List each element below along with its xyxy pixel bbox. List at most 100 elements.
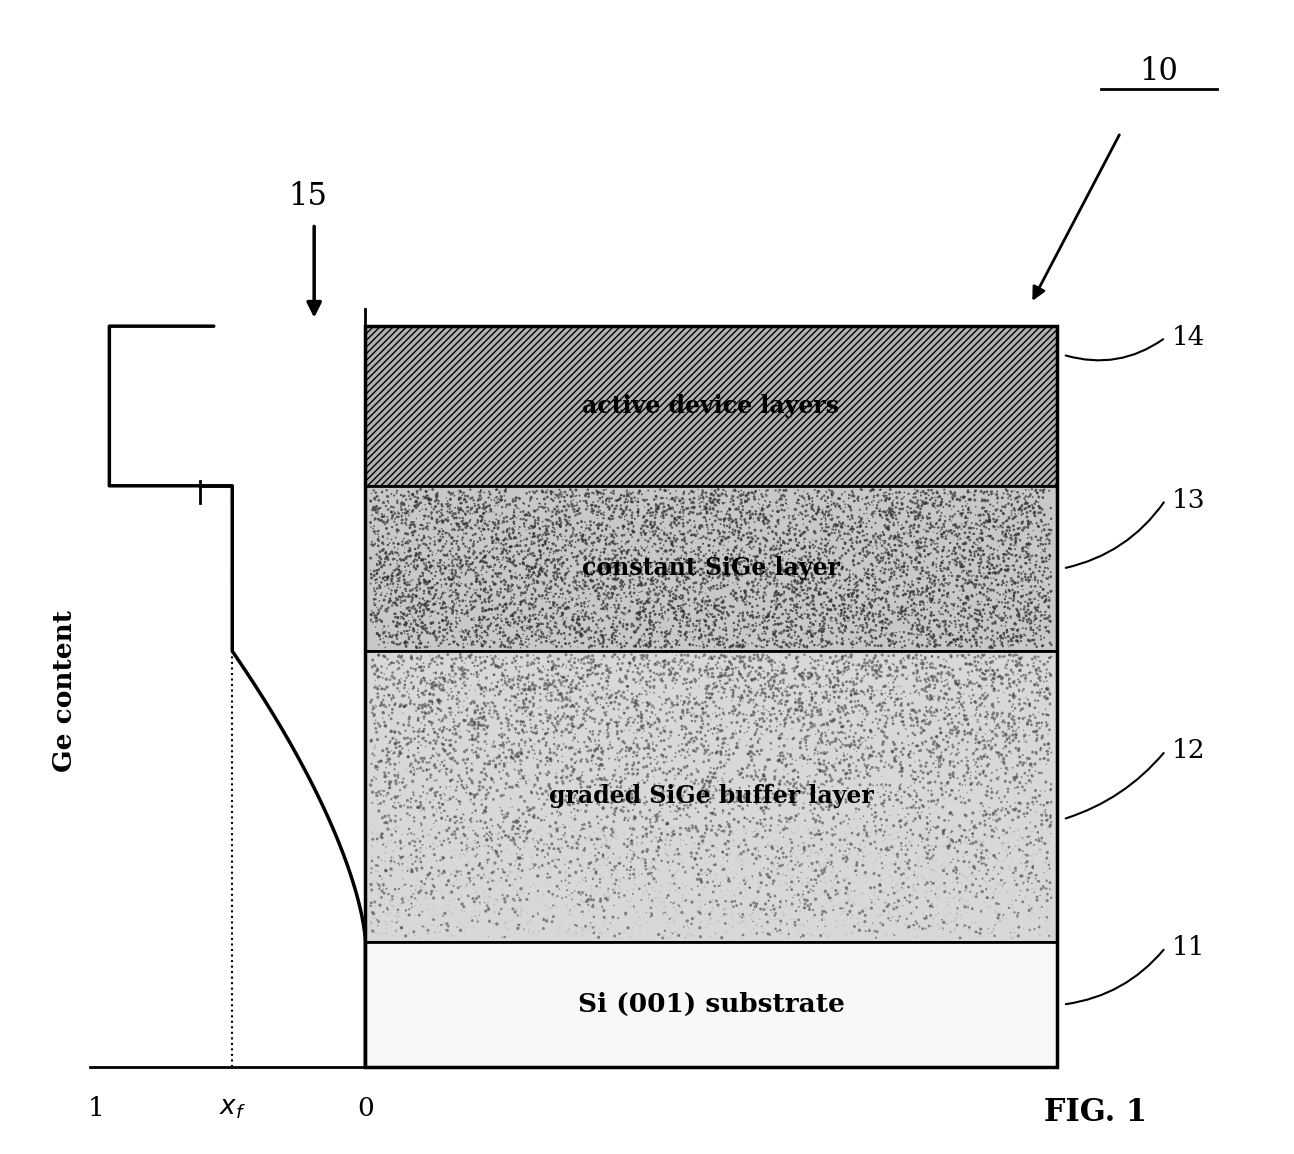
Point <box>550 550 571 569</box>
Point <box>387 787 408 805</box>
Point <box>912 820 933 839</box>
Point <box>365 534 386 553</box>
Point <box>964 867 985 885</box>
Point <box>1021 712 1042 730</box>
Point <box>404 613 424 631</box>
Point <box>770 824 791 842</box>
Point <box>932 856 952 875</box>
Point <box>888 531 908 549</box>
Point <box>890 689 911 707</box>
Point <box>436 765 457 784</box>
Point <box>928 665 949 683</box>
Point <box>573 549 594 568</box>
Point <box>713 593 734 612</box>
Point <box>625 550 646 569</box>
Point <box>431 501 452 519</box>
Point <box>694 793 714 811</box>
Point <box>674 796 695 815</box>
Point <box>898 576 919 594</box>
Point <box>730 717 751 735</box>
Point <box>712 876 732 894</box>
Point <box>846 742 867 760</box>
Point <box>405 547 426 565</box>
Point <box>519 923 540 942</box>
Point <box>472 570 493 589</box>
Point <box>584 628 604 646</box>
Point <box>525 838 546 856</box>
Point <box>673 517 694 535</box>
Point <box>665 586 686 605</box>
Point <box>771 812 792 831</box>
Point <box>964 817 985 835</box>
Point <box>939 786 960 804</box>
Point <box>939 725 960 743</box>
Point <box>690 870 710 889</box>
Point <box>607 526 628 545</box>
Point <box>624 579 644 598</box>
Point <box>411 563 432 582</box>
Point <box>911 857 932 876</box>
Point <box>531 623 551 642</box>
Point <box>734 512 754 531</box>
Point <box>621 514 642 532</box>
Point <box>555 824 576 842</box>
Point <box>529 555 550 574</box>
Point <box>591 559 612 577</box>
Point <box>419 481 440 500</box>
Point <box>968 545 989 563</box>
Point <box>770 917 791 936</box>
Point <box>581 732 602 750</box>
Point <box>406 485 427 503</box>
Point <box>391 696 411 714</box>
Point <box>837 712 858 730</box>
Point <box>879 700 899 719</box>
Point <box>365 893 386 912</box>
Point <box>371 680 392 698</box>
Point <box>929 757 950 775</box>
Point <box>888 805 908 824</box>
Point <box>604 879 625 898</box>
Point <box>471 510 492 529</box>
Point <box>862 561 883 579</box>
Point <box>945 835 965 854</box>
Point <box>514 495 534 514</box>
Point <box>531 546 551 564</box>
Point <box>991 502 1012 520</box>
Point <box>986 727 1007 745</box>
Point <box>897 546 917 564</box>
Point <box>646 497 666 516</box>
Point <box>885 847 906 866</box>
Point <box>769 515 789 533</box>
Point <box>631 547 652 565</box>
Point <box>1002 502 1022 520</box>
Point <box>408 496 428 515</box>
Point <box>857 515 877 533</box>
Point <box>418 624 439 643</box>
Point <box>1020 833 1040 852</box>
Point <box>964 576 985 594</box>
Point <box>528 515 549 533</box>
Point <box>415 598 436 616</box>
Point <box>738 535 758 554</box>
Point <box>894 632 915 651</box>
Point <box>871 871 892 890</box>
Point <box>883 797 903 816</box>
Point <box>762 563 783 582</box>
Point <box>446 515 467 533</box>
Point <box>837 525 858 544</box>
Point <box>705 923 726 942</box>
Point <box>441 485 462 503</box>
Point <box>1009 519 1030 538</box>
Point <box>683 580 704 599</box>
Point <box>413 661 433 680</box>
Point <box>1031 637 1052 655</box>
Point <box>419 864 440 883</box>
Point <box>543 526 564 545</box>
Point <box>968 733 989 751</box>
Point <box>679 673 700 691</box>
Point <box>616 848 637 867</box>
Point <box>553 690 573 709</box>
Point <box>840 717 861 735</box>
Point <box>427 629 448 647</box>
Point <box>741 524 762 542</box>
